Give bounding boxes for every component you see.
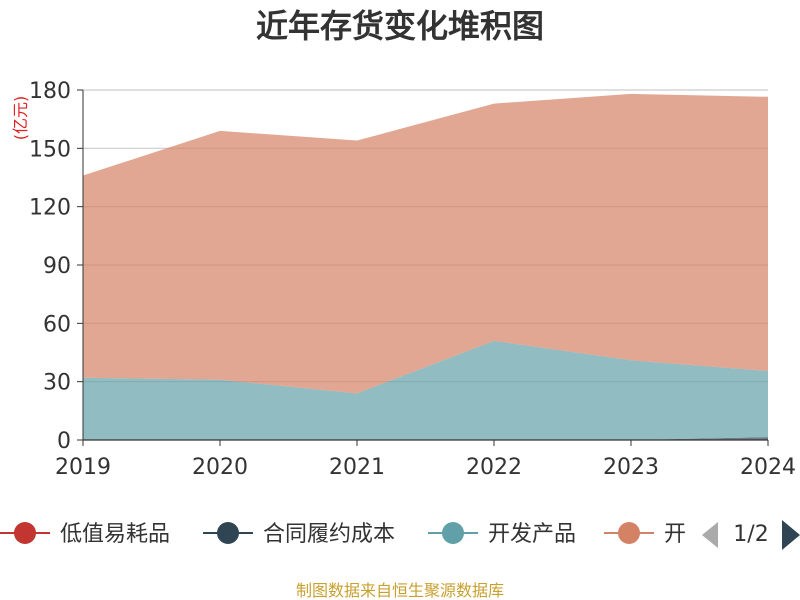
y-tick-label: 150 (29, 137, 71, 162)
x-tick-label: 2024 (740, 455, 796, 480)
legend-marker-dot (14, 522, 36, 544)
x-tick-label: 2022 (466, 455, 522, 480)
data-source-note: 制图数据来自恒生聚源数据库 (296, 581, 504, 600)
legend-label: 开发产品 (488, 522, 576, 547)
x-tick-label: 2020 (192, 455, 248, 480)
legend-item[interactable]: 开 (604, 522, 686, 547)
y-tick-label: 60 (43, 312, 71, 337)
y-axis-unit-label: (亿元) (11, 96, 30, 141)
y-tick-label: 180 (29, 79, 71, 104)
area-series-开发成本 (83, 93, 768, 394)
legend-prev-page-icon[interactable] (702, 522, 718, 548)
legend: 低值易耗品 合同履约成本 开发产品 开 1/2 (0, 520, 800, 550)
axes: 0 30 60 90 120 150 180 2019 2020 2021 2022 2023 2024 (29, 79, 796, 480)
x-tick-label: 2019 (55, 455, 111, 480)
x-tick-label: 2023 (603, 455, 659, 480)
area-series-开发产品 (83, 340, 768, 440)
legend-label: 低值易耗品 (60, 522, 170, 547)
legend-label: 开 (664, 522, 686, 547)
area-series-layer (83, 93, 768, 440)
legend-marker-dot (442, 522, 464, 544)
y-tick-label: 0 (57, 429, 71, 454)
legend-item[interactable]: 开发产品 (428, 522, 576, 547)
legend-page-indicator: 1/2 (733, 522, 768, 547)
y-tick-label: 30 (43, 371, 71, 396)
legend-label: 合同履约成本 (263, 522, 395, 547)
legend-next-page-icon[interactable] (782, 520, 800, 550)
legend-marker-dot (217, 522, 239, 544)
y-tick-label: 120 (29, 196, 71, 221)
chart-title: 近年存货变化堆积图 (256, 7, 544, 45)
y-tick-label: 90 (43, 254, 71, 279)
x-tick-label: 2021 (329, 455, 385, 480)
legend-item[interactable]: 低值易耗品 (0, 522, 170, 547)
legend-item[interactable]: 合同履约成本 (203, 522, 395, 547)
legend-marker-dot (618, 522, 640, 544)
